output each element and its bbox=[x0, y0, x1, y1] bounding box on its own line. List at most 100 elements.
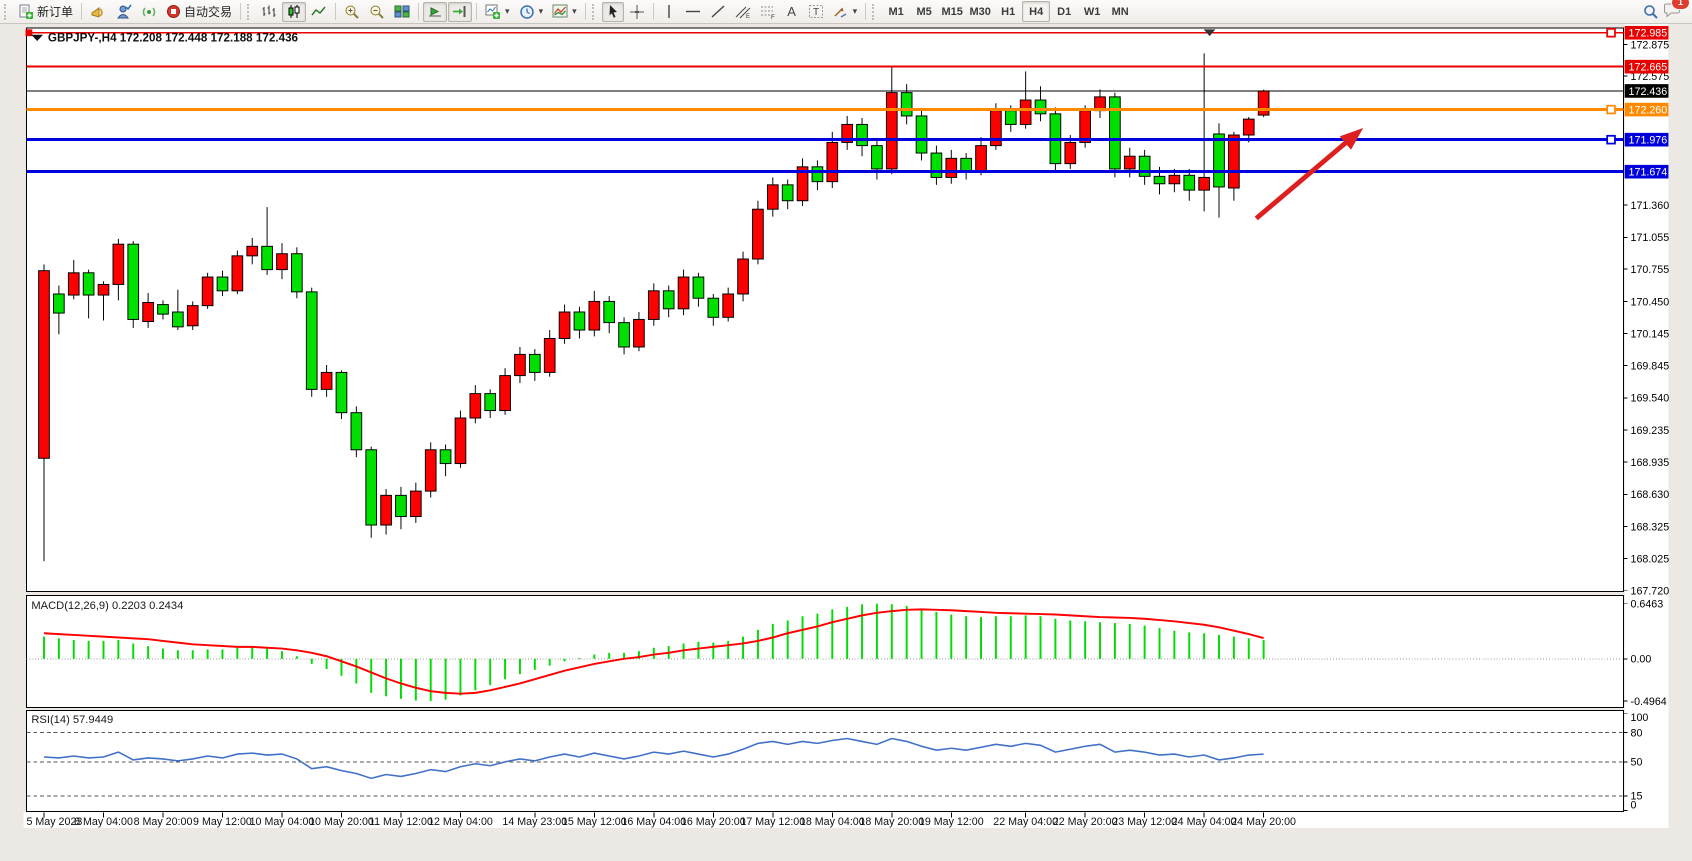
chevron-down-icon: ▾ bbox=[538, 6, 544, 16]
timeframe-button-m1[interactable]: M1 bbox=[888, 5, 904, 18]
new-chart-dropdown[interactable]: ▾ bbox=[481, 2, 514, 22]
chart-title: GBPJPY-,H4 172.208 172.448 172.188 172.4… bbox=[48, 31, 299, 44]
chart-area[interactable]: GBPJPY-,H4 172.208 172.448 172.188 172.4… bbox=[0, 24, 1692, 861]
horn-button[interactable] bbox=[86, 2, 111, 22]
time-tick-label: 10 May 20:00 bbox=[309, 816, 374, 828]
new-order-button[interactable]: 新订单 bbox=[14, 2, 77, 22]
signals-button[interactable] bbox=[137, 2, 161, 22]
main-plot-frame bbox=[26, 27, 1625, 593]
zoom-out-button[interactable] bbox=[365, 2, 389, 22]
bull-candle-body bbox=[112, 243, 125, 285]
line-handle-left[interactable] bbox=[25, 29, 33, 37]
channel-tool[interactable]: E bbox=[731, 2, 755, 22]
chart-shift-button[interactable] bbox=[448, 1, 473, 22]
bear-candle-body bbox=[261, 245, 273, 271]
bottom-strip bbox=[23, 827, 1669, 838]
bull-candle-body bbox=[1228, 134, 1240, 189]
bear-candle-body bbox=[216, 276, 229, 292]
chat-button[interactable]: 1 bbox=[1664, 0, 1690, 23]
text-icon: A bbox=[787, 4, 796, 19]
price-axis-background[interactable] bbox=[1624, 24, 1669, 827]
profile-button[interactable] bbox=[112, 2, 136, 22]
bear-candle-body bbox=[53, 293, 65, 314]
timeframe-button-w1[interactable]: W1 bbox=[1083, 5, 1101, 18]
price-tick-label: 171.360 bbox=[1631, 200, 1670, 212]
timeframe-button-mn[interactable]: MN bbox=[1111, 5, 1129, 18]
trendline-tool[interactable] bbox=[706, 2, 730, 22]
rsi-panel[interactable]: RSI(14) 57.9449 bbox=[26, 709, 1625, 812]
cursor-button[interactable] bbox=[601, 1, 624, 22]
search-button[interactable] bbox=[1639, 2, 1663, 22]
candle bbox=[588, 290, 601, 337]
text-tool[interactable]: A bbox=[781, 2, 803, 22]
candle bbox=[38, 264, 50, 562]
time-tick-label: 22 May 20:00 bbox=[1053, 816, 1118, 828]
arrow-shaft[interactable] bbox=[1254, 137, 1352, 221]
line-chart-icon bbox=[311, 6, 326, 16]
timeframe-button-h4[interactable]: H4 bbox=[1022, 1, 1051, 22]
candle bbox=[499, 368, 511, 415]
main-price-panel[interactable]: GBPJPY-,H4 172.208 172.448 172.188 172.4… bbox=[25, 27, 1625, 593]
time-axis-background[interactable] bbox=[23, 811, 1669, 828]
trend-arrow-annotation[interactable] bbox=[1254, 128, 1364, 221]
line-handle-right[interactable] bbox=[1606, 134, 1616, 145]
arrows-dropdown[interactable]: ▾ bbox=[829, 2, 862, 22]
bear-candle-body bbox=[1109, 96, 1121, 170]
macd-panel[interactable]: MACD(12,26,9) 0.2203 0.2434 bbox=[26, 595, 1625, 708]
line-chart-mode-button[interactable] bbox=[307, 2, 331, 22]
price-axis[interactable]: 172.875 172.575 171.360 171.055 170.755 170.4… bbox=[1623, 25, 1670, 812]
tile-windows-button[interactable] bbox=[390, 2, 414, 22]
bear-candle-body bbox=[335, 371, 348, 414]
horizontal-line-172.985[interactable] bbox=[25, 27, 1624, 38]
search-icon bbox=[1644, 4, 1658, 19]
chart-shift-icon bbox=[453, 6, 466, 17]
timeframe-button-h1[interactable]: H1 bbox=[1001, 5, 1016, 18]
bar-chart-icon bbox=[262, 5, 276, 17]
one-click-expand-icon[interactable] bbox=[31, 34, 44, 42]
label-tool[interactable]: T bbox=[804, 2, 828, 22]
shift-marker-icon[interactable] bbox=[1203, 29, 1216, 37]
time-tick-label: 9 May 12:00 bbox=[193, 816, 252, 828]
timeframe-button-d1[interactable]: D1 bbox=[1057, 5, 1072, 18]
timeframe-button-m30[interactable]: M30 bbox=[969, 5, 991, 18]
price-badge-bg bbox=[1624, 132, 1669, 147]
autotrading-button[interactable]: 自动交易 bbox=[162, 2, 236, 22]
crosshair-button[interactable] bbox=[625, 2, 649, 22]
bar-chart-mode-button[interactable] bbox=[257, 2, 281, 22]
horizontal-line-172.260[interactable] bbox=[26, 104, 1624, 115]
autoscroll-button[interactable] bbox=[423, 1, 448, 22]
line-handle-right[interactable] bbox=[1606, 104, 1616, 115]
candle bbox=[752, 200, 764, 265]
fibonacci-tool[interactable]: F bbox=[756, 2, 780, 22]
zoom-out-icon bbox=[370, 5, 384, 19]
bull-candle-body bbox=[558, 311, 571, 339]
price-tick-label: 170.145 bbox=[1631, 329, 1670, 341]
bull-candle-body bbox=[1079, 110, 1091, 143]
indicators-dropdown[interactable]: ▾ bbox=[548, 2, 581, 22]
rsi-line bbox=[43, 737, 1264, 780]
bull-candle-body bbox=[885, 92, 898, 170]
macd-scale-label: 0.6463 bbox=[1631, 599, 1664, 611]
bear-candle-body bbox=[811, 166, 824, 183]
zoom-in-button[interactable] bbox=[340, 2, 364, 22]
timeframe-button-m5[interactable]: M5 bbox=[916, 5, 932, 18]
crosshair-icon bbox=[629, 4, 644, 19]
candlestick-mode-button[interactable] bbox=[282, 1, 307, 22]
candle bbox=[127, 241, 140, 328]
bull-candle-body bbox=[722, 293, 735, 318]
vertical-line-tool[interactable] bbox=[658, 2, 680, 22]
bear-candle-body bbox=[82, 272, 95, 296]
period-dropdown[interactable]: ▾ bbox=[515, 2, 548, 22]
arrow-head[interactable] bbox=[1339, 128, 1364, 150]
timeframe-button-m15[interactable]: M15 bbox=[941, 5, 963, 18]
bear-candle-body bbox=[856, 123, 868, 147]
horizontal-line-tool[interactable] bbox=[681, 2, 705, 22]
candle bbox=[856, 118, 868, 157]
line-handle-right[interactable] bbox=[1606, 27, 1616, 38]
horizontal-line-171.976[interactable] bbox=[26, 134, 1624, 145]
bear-candle-body bbox=[618, 322, 630, 348]
price-badge-bg bbox=[1624, 164, 1669, 179]
price-tick-label: 169.235 bbox=[1631, 425, 1670, 437]
